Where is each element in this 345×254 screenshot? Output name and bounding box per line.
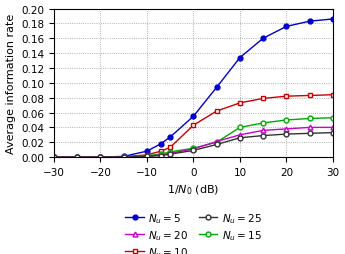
$N_u = 5$: [331, 18, 335, 21]
$N_u = 5$: [215, 86, 219, 89]
$N_u = 20$: [52, 156, 56, 159]
$N_u = 15$: [331, 117, 335, 120]
Line: $N_u = 10$: $N_u = 10$: [51, 93, 335, 160]
$N_u = 5$: [238, 57, 242, 60]
$N_u = 20$: [98, 156, 102, 159]
$N_u = 10$: [168, 146, 172, 149]
$N_u = 5$: [284, 26, 288, 29]
$N_u = 10$: [261, 98, 265, 101]
$N_u = 15$: [284, 119, 288, 122]
$N_u = 20$: [75, 156, 79, 159]
$N_u = 20$: [145, 155, 149, 158]
Line: $N_u = 5$: $N_u = 5$: [51, 18, 335, 160]
$N_u = 10$: [122, 156, 126, 159]
$N_u = 5$: [168, 136, 172, 139]
$N_u = 5$: [145, 150, 149, 153]
$N_u = 5$: [159, 143, 163, 146]
$N_u = 10$: [98, 156, 102, 159]
$N_u = 20$: [191, 148, 196, 151]
$N_u = 10$: [145, 154, 149, 157]
$N_u = 15$: [122, 156, 126, 159]
$N_u = 5$: [75, 156, 79, 159]
Legend: $N_u = 5$, $N_u = 20$, $N_u = 10$, $N_u = 25$, $N_u = 15$: $N_u = 5$, $N_u = 20$, $N_u = 10$, $N_u …: [121, 207, 266, 254]
Line: $N_u = 15$: $N_u = 15$: [51, 116, 335, 160]
$N_u = 25$: [75, 156, 79, 159]
$N_u = 25$: [308, 132, 312, 135]
$N_u = 25$: [98, 156, 102, 159]
$N_u = 25$: [331, 132, 335, 135]
$N_u = 20$: [122, 156, 126, 159]
$N_u = 25$: [238, 137, 242, 140]
$N_u = 15$: [191, 147, 196, 150]
Y-axis label: Average information rate: Average information rate: [6, 14, 16, 153]
$N_u = 15$: [75, 156, 79, 159]
Line: $N_u = 20$: $N_u = 20$: [51, 125, 335, 160]
$N_u = 15$: [145, 154, 149, 157]
$N_u = 25$: [261, 135, 265, 138]
$N_u = 15$: [98, 156, 102, 159]
$N_u = 20$: [238, 134, 242, 137]
$N_u = 15$: [168, 151, 172, 154]
$N_u = 15$: [238, 126, 242, 129]
$N_u = 20$: [261, 129, 265, 132]
$N_u = 15$: [308, 118, 312, 121]
$N_u = 10$: [308, 94, 312, 98]
$N_u = 25$: [145, 155, 149, 158]
$N_u = 20$: [308, 126, 312, 129]
$N_u = 5$: [98, 156, 102, 159]
$N_u = 20$: [215, 140, 219, 144]
$N_u = 15$: [261, 122, 265, 125]
$N_u = 25$: [215, 143, 219, 146]
$N_u = 5$: [52, 156, 56, 159]
$N_u = 25$: [191, 149, 196, 152]
$N_u = 25$: [168, 153, 172, 156]
$N_u = 10$: [331, 94, 335, 97]
X-axis label: $1/N_0$ (dB): $1/N_0$ (dB): [167, 183, 220, 196]
$N_u = 5$: [261, 38, 265, 41]
$N_u = 10$: [159, 150, 163, 153]
$N_u = 20$: [331, 126, 335, 129]
$N_u = 5$: [308, 21, 312, 24]
$N_u = 15$: [52, 156, 56, 159]
$N_u = 10$: [238, 102, 242, 105]
$N_u = 10$: [191, 124, 196, 127]
$N_u = 20$: [159, 154, 163, 157]
$N_u = 10$: [75, 156, 79, 159]
$N_u = 10$: [284, 95, 288, 98]
$N_u = 10$: [215, 110, 219, 113]
$N_u = 10$: [52, 156, 56, 159]
$N_u = 5$: [122, 155, 126, 158]
$N_u = 5$: [191, 115, 196, 118]
$N_u = 20$: [284, 128, 288, 131]
$N_u = 20$: [168, 152, 172, 155]
Line: $N_u = 25$: $N_u = 25$: [51, 131, 335, 160]
$N_u = 25$: [122, 156, 126, 159]
$N_u = 25$: [159, 154, 163, 157]
$N_u = 25$: [284, 133, 288, 136]
$N_u = 15$: [215, 141, 219, 144]
$N_u = 25$: [52, 156, 56, 159]
$N_u = 15$: [159, 153, 163, 156]
